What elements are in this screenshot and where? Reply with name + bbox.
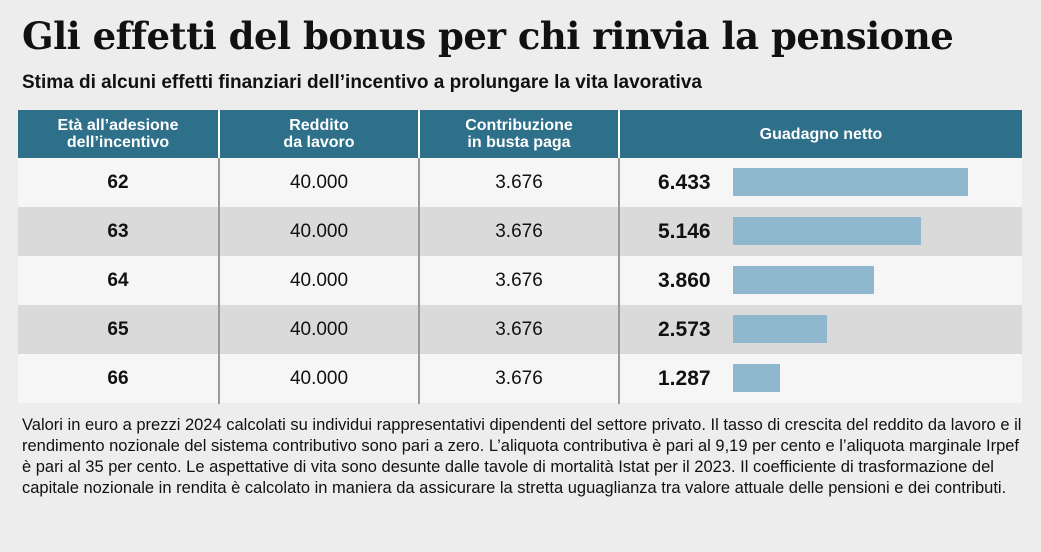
contribution-cell: 3.676 (495, 318, 543, 340)
income-cell: 40.000 (289, 269, 349, 291)
contribution-cell: 3.676 (495, 269, 543, 291)
header-divider (618, 110, 620, 158)
income-cell: 40.000 (289, 367, 349, 389)
age-cell: 65 (107, 318, 129, 340)
chart-title: Gli effetti del bonus per chi rinvia la … (22, 14, 954, 58)
header-divider (418, 110, 420, 158)
gain-bar (733, 266, 874, 294)
contribution-cell: 3.676 (495, 367, 543, 389)
column-header-gain: Guadagno netto (759, 125, 883, 143)
age-cell: 63 (107, 220, 129, 242)
income-cell: 40.000 (289, 318, 349, 340)
column-header-age: Età all’adesione dell’incentivo (57, 117, 179, 151)
contribution-cell: 3.676 (495, 220, 543, 242)
table-row: 65 40.000 3.676 2.573 (18, 305, 1022, 354)
contribution-cell: 3.676 (495, 171, 543, 193)
column-divider (218, 110, 220, 404)
column-header-contribution: Contribuzione in busta paga (465, 117, 573, 151)
column-divider (418, 110, 420, 404)
table-row: 62 40.000 3.676 6.433 (18, 158, 1022, 207)
gain-bar (733, 217, 921, 245)
header-divider (218, 110, 220, 158)
gain-value-label: 5.146 (658, 219, 711, 243)
gain-bar (733, 315, 827, 343)
income-cell: 40.000 (289, 171, 349, 193)
column-header-income: Reddito da lavoro (283, 117, 355, 151)
column-divider (618, 110, 620, 404)
gain-value-label: 1.287 (658, 366, 711, 390)
table-row: 66 40.000 3.676 1.287 (18, 354, 1022, 403)
age-cell: 62 (107, 171, 129, 193)
table-row: 64 40.000 3.676 3.860 (18, 256, 1022, 305)
gain-value-label: 3.860 (658, 268, 711, 292)
footnote: Valori in euro a prezzi 2024 calcolati s… (22, 416, 1022, 497)
gain-value-label: 2.573 (658, 317, 711, 341)
age-cell: 66 (107, 367, 129, 389)
chart-subtitle: Stima di alcuni effetti finanziari dell’… (22, 72, 702, 93)
gain-value-label: 6.433 (658, 170, 711, 194)
income-cell: 40.000 (289, 220, 349, 242)
age-cell: 64 (107, 269, 129, 291)
table-header: Età all’adesione dell’incentivo Reddito da… (18, 110, 1022, 158)
table-row: 63 40.000 3.676 5.146 (18, 207, 1022, 256)
gain-bar (733, 168, 968, 196)
gain-bar (733, 364, 780, 392)
data-table: Età all’adesione dell’incentivo Reddito da… (18, 110, 1022, 404)
